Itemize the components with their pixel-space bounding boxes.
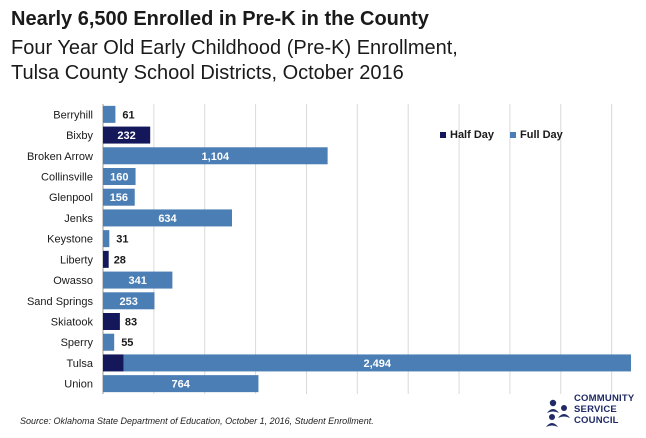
chart-subtitle: Four Year Old Early Childhood (Pre-K) En… [11,36,631,86]
council-people-icon [546,399,570,427]
data-label-half-day-liberty: 28 [114,254,126,266]
tick-label-berryhill: Berryhill [53,109,93,121]
tick-label-collinsville: Collinsville [41,172,93,184]
data-label-full-day-berryhill: 61 [122,109,134,121]
bar-full-day-keystone [103,230,110,248]
bar-half-day-skiatook [103,313,120,330]
bar-full-day-sand-springs [103,292,155,310]
bar-half-day-liberty [103,250,109,268]
data-label-full-day-sperry: 55 [121,337,133,349]
bar-full-day-owasso [103,271,173,289]
tick-label-bixby: Bixby [66,130,93,142]
tick-label-skiatook: Skiatook [51,317,94,329]
community-service-council-logo: COMMUNITY SERVICE COUNCIL [544,393,644,433]
tick-label-jenks: Jenks [64,213,93,225]
data-label-full-day-keystone: 31 [116,234,128,246]
data-label-full-day-collinsville: 160 [110,172,128,184]
bar-full-day-tulsa [123,354,631,372]
tick-label-tulsa: Tulsa [67,358,94,370]
data-label-full-day-tulsa: 2,494 [364,358,392,370]
data-label-full-day-broken-arrow: 1,104 [202,151,230,163]
data-label-full-day-owasso: 341 [129,275,147,287]
bar-full-day-sperry [103,333,115,351]
data-label-half-day-skiatook: 83 [125,317,137,329]
data-label-full-day-glenpool: 156 [110,192,128,204]
legend-swatch-full-day [510,132,516,138]
tick-label-liberty: Liberty [60,254,94,266]
data-label-full-day-union: 764 [172,379,191,391]
bar-full-day-glenpool [103,188,135,206]
bar-full-day-collinsville [103,168,136,185]
tick-label-keystone: Keystone [47,234,93,246]
tick-label-sand-springs: Sand Springs [27,296,94,308]
bar-half-day-bixby [103,126,151,144]
tick-label-owasso: Owasso [53,275,93,287]
tick-label-glenpool: Glenpool [49,192,93,204]
logo-line-2: SERVICE [574,404,617,415]
bar-full-day-union [103,375,259,393]
data-label-full-day-jenks: 634 [158,213,177,225]
tick-label-sperry: Sperry [61,337,94,349]
subtitle-line-1: Four Year Old Early Childhood (Pre-K) En… [11,37,458,59]
source-note: Source: Oklahoma State Department of Edu… [20,416,374,426]
tick-label-union: Union [64,379,93,391]
data-label-half-day-bixby: 232 [117,130,135,142]
subtitle-line-2: Tulsa County School Districts, October 2… [11,62,404,84]
data-label-full-day-sand-springs: 253 [120,296,138,308]
bar-full-day-jenks [103,209,232,227]
tick-label-broken-arrow: Broken Arrow [27,151,93,163]
legend-swatch-half-day [440,132,446,138]
logo-line-3: COUNCIL [574,415,619,426]
legend-label-half-day: Half Day [450,129,495,141]
logo-text: COMMUNITY SERVICE COUNCIL [574,393,634,426]
chart-title: Nearly 6,500 Enrolled in Pre-K in the Co… [11,8,429,30]
logo-line-1: COMMUNITY [574,393,635,404]
legend-label-full-day: Full Day [520,129,564,141]
bar-full-day-broken-arrow [103,147,328,165]
bar-full-day-berryhill [103,105,116,123]
bar-half-day-tulsa [103,354,124,372]
